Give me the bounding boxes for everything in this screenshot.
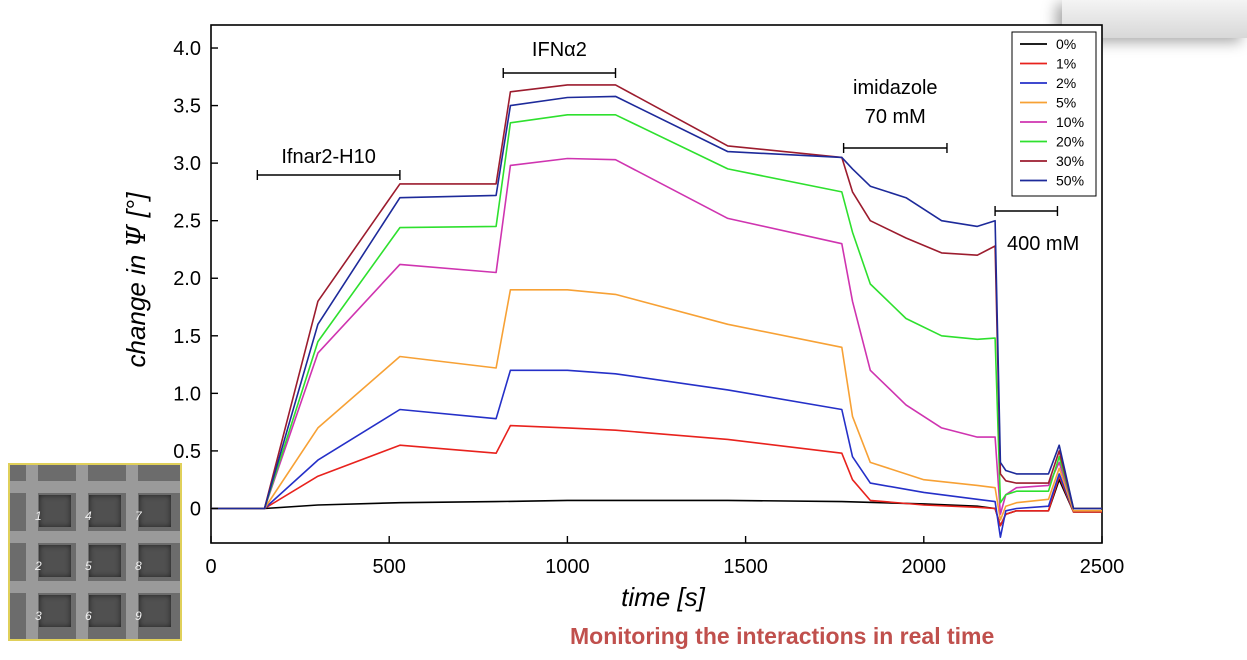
legend-label-3: 5% (1056, 95, 1076, 111)
y-tick-label-8: 4.0 (173, 38, 201, 60)
sensor-spot-1 (89, 495, 121, 527)
legend-label-7: 50% (1056, 173, 1084, 189)
legend-label-0: 0% (1056, 36, 1076, 52)
grid-bar-horizontal-1 (10, 531, 180, 543)
legend: 0% 1% 2% 5% 10% 20% 30% 50% (1011, 31, 1097, 197)
legend-label-1: 1% (1056, 56, 1076, 72)
grid-bar-vertical-0 (26, 465, 38, 639)
y-tick-label-6: 3.0 (173, 153, 201, 175)
x-axis-title: time [s] (621, 582, 706, 612)
series-line-7 (211, 95, 1102, 510)
sensor-spot-8 (139, 595, 171, 627)
series-line-6 (211, 84, 1102, 510)
sensor-spot-3 (39, 545, 71, 577)
sensor-spot-7 (89, 595, 121, 627)
y-tick-label-4: 2.0 (173, 268, 201, 290)
annotation-label-3: 400 mM (1007, 233, 1079, 255)
sensor-spot-4 (89, 545, 121, 577)
y-tick-label-2: 1.0 (173, 383, 201, 405)
y-axis-title-suffix: [°] (121, 192, 151, 225)
series-line-1 (211, 424, 1102, 527)
y-axis-title: change in Ψ [°] (121, 192, 152, 368)
axes-layer: 0 500 1000 1500 2000 2500 0 0.5 1.0 1.5 2.0 2.5 3.0 3… (173, 38, 1124, 578)
sensor-spot-6 (39, 595, 71, 627)
y-tick-label-7: 3.5 (173, 96, 201, 118)
sensor-grid-photo: 1 4 7 2 5 8 3 6 9 (8, 463, 182, 641)
series-line-4 (211, 157, 1102, 516)
y-tick-label-5: 2.5 (173, 211, 201, 233)
y-tick-label-0: 0 (190, 498, 201, 520)
sensor-spot-2 (139, 495, 171, 527)
y-tick-label-1: 0.5 (173, 441, 201, 463)
series-line-5 (211, 114, 1102, 510)
annotation-label-line2-2: 70 mM (865, 106, 926, 128)
annotation-label-0: Ifnar2-H10 (281, 146, 376, 168)
grid-bar-vertical-1 (76, 465, 88, 639)
sensor-spot-number-5: 8 (135, 559, 142, 573)
legend-label-2: 2% (1056, 75, 1076, 91)
sensor-spot-number-6: 3 (35, 609, 42, 623)
x-tick-label-3: 1500 (723, 556, 768, 578)
sensor-spot-number-0: 1 (35, 509, 42, 523)
x-tick-label-0: 0 (205, 556, 216, 578)
sensor-spot-5 (139, 545, 171, 577)
annotation-label-2: imidazole (853, 77, 937, 99)
series-line-3 (211, 288, 1102, 521)
annotation-layer: Ifnar2-H10 IFNα2 imidazole 70 mM 400 mM (256, 39, 1095, 256)
caption: Monitoring the interactions in real time (570, 623, 995, 649)
legend-box (1011, 31, 1097, 197)
x-tick-label-5: 2500 (1080, 556, 1125, 578)
sensor-spot-number-2: 7 (135, 509, 142, 523)
series-line-2 (211, 369, 1102, 539)
sensor-spot-number-8: 9 (135, 609, 142, 623)
sensor-spot-0 (39, 495, 71, 527)
sensor-spot-number-3: 2 (35, 559, 42, 573)
y-axis-title-prefix: change in (121, 247, 151, 367)
grid-bar-horizontal-2 (10, 581, 180, 593)
grid-bar-vertical-2 (126, 465, 138, 639)
annotation-label-1: IFNα2 (532, 39, 587, 61)
y-axis-title-symbol: Ψ (122, 223, 152, 247)
x-tick-label-2: 1000 (545, 556, 590, 578)
legend-label-4: 10% (1056, 114, 1084, 130)
y-tick-label-3: 1.5 (173, 326, 201, 348)
series-layer (211, 84, 1102, 539)
sensor-spot-number-4: 5 (85, 559, 92, 573)
annotation-label-backdrop-3 (1003, 230, 1095, 256)
grid-bar-horizontal-0 (10, 481, 180, 493)
sensor-spot-number-7: 6 (85, 609, 92, 623)
sensor-spot-number-1: 4 (85, 509, 92, 523)
x-tick-label-1: 500 (373, 556, 406, 578)
legend-label-6: 30% (1056, 153, 1084, 169)
x-tick-label-4: 2000 (902, 556, 947, 578)
legend-label-5: 20% (1056, 134, 1084, 150)
